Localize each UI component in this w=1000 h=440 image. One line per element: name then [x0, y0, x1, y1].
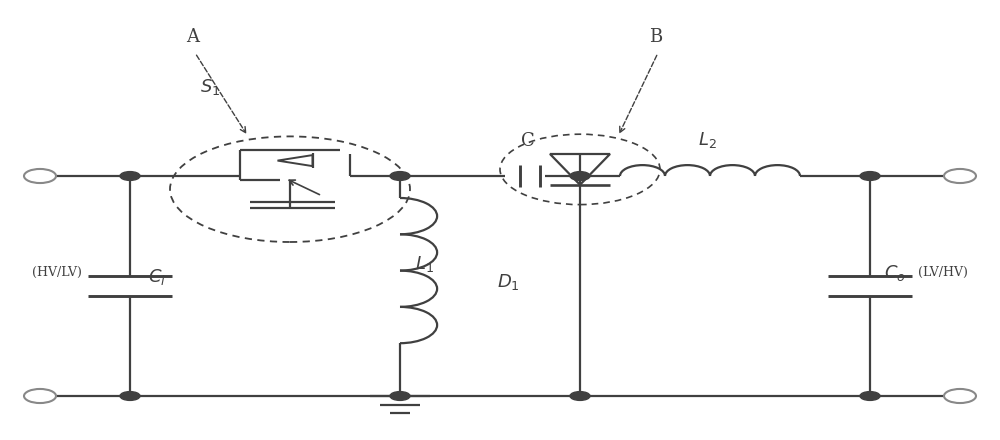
Text: (LV/HV): (LV/HV) — [918, 266, 968, 279]
Text: C: C — [521, 132, 535, 150]
Text: $L_2$: $L_2$ — [698, 130, 716, 150]
Text: B: B — [649, 28, 663, 46]
Text: $S_1$: $S_1$ — [200, 77, 220, 97]
Text: A: A — [186, 28, 200, 46]
Circle shape — [570, 392, 590, 400]
Text: $C_o$: $C_o$ — [884, 263, 906, 283]
Text: $C_i$: $C_i$ — [148, 267, 166, 287]
Text: $D_1$: $D_1$ — [497, 271, 520, 292]
Circle shape — [860, 392, 880, 400]
Circle shape — [570, 172, 590, 180]
Text: $L_1$: $L_1$ — [415, 254, 434, 274]
Circle shape — [390, 172, 410, 180]
Text: (HV/LV): (HV/LV) — [32, 266, 82, 279]
Circle shape — [120, 392, 140, 400]
Circle shape — [860, 172, 880, 180]
Circle shape — [120, 172, 140, 180]
Circle shape — [390, 392, 410, 400]
